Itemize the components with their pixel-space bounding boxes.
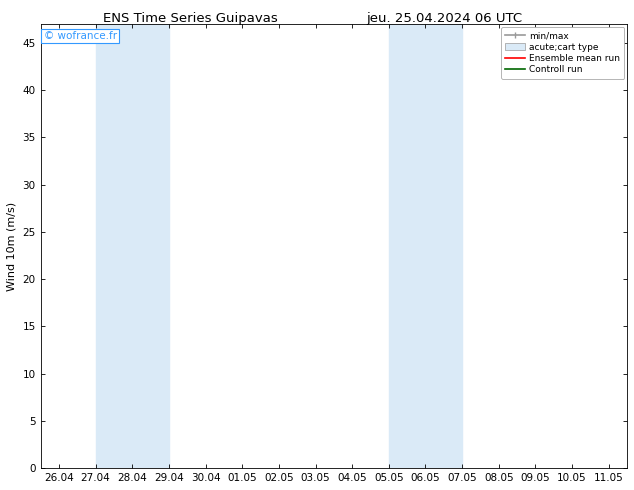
Legend: min/max, acute;cart type, Ensemble mean run, Controll run: min/max, acute;cart type, Ensemble mean …: [501, 27, 624, 78]
Text: © wofrance.fr: © wofrance.fr: [44, 31, 117, 41]
Bar: [96, 24, 169, 468]
Text: ENS Time Series Guipavas: ENS Time Series Guipavas: [103, 12, 278, 25]
Y-axis label: Wind 10m (m/s): Wind 10m (m/s): [7, 201, 17, 291]
Bar: [389, 24, 462, 468]
Text: jeu. 25.04.2024 06 UTC: jeu. 25.04.2024 06 UTC: [366, 12, 522, 25]
